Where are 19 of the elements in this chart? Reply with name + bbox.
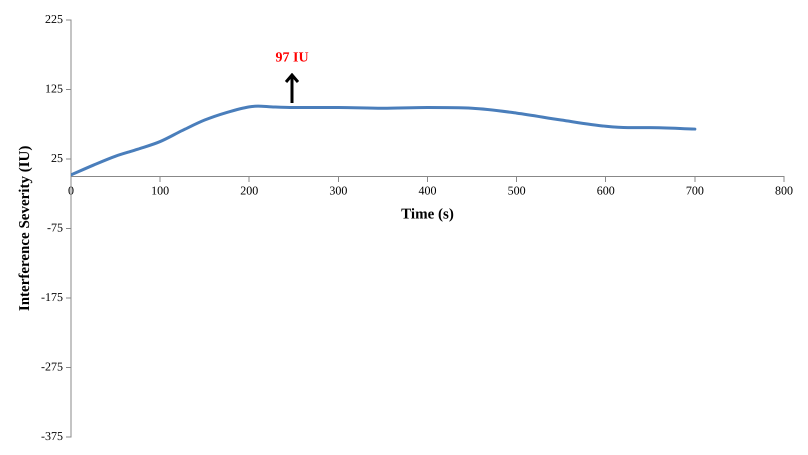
y-tick-label: -275 bbox=[40, 359, 63, 374]
x-tick-label: 100 bbox=[151, 184, 170, 198]
annotation: 97 IU bbox=[275, 50, 309, 66]
y-axis-title: Interference Severity (IU) bbox=[16, 146, 33, 312]
y-tick-label: 125 bbox=[44, 82, 63, 96]
y-tick-label: 25 bbox=[50, 151, 63, 166]
x-tick-label: 400 bbox=[418, 184, 436, 198]
y-tick-label: -75 bbox=[46, 220, 63, 235]
line-series bbox=[70, 104, 696, 176]
x-tick-label: 600 bbox=[596, 184, 615, 198]
y-tick-label: 225 bbox=[44, 12, 63, 26]
x-tick-label: 300 bbox=[329, 184, 348, 198]
y-tick-label: -175 bbox=[40, 290, 63, 304]
x-tick-label: 500 bbox=[508, 184, 526, 198]
x-tick-label: 800 bbox=[775, 184, 793, 198]
x-tick-label: 700 bbox=[686, 184, 704, 198]
x-axis-title: Time (s) bbox=[401, 206, 454, 223]
x-tick-label: 200 bbox=[240, 184, 258, 198]
y-tick-label: -375 bbox=[40, 428, 63, 443]
